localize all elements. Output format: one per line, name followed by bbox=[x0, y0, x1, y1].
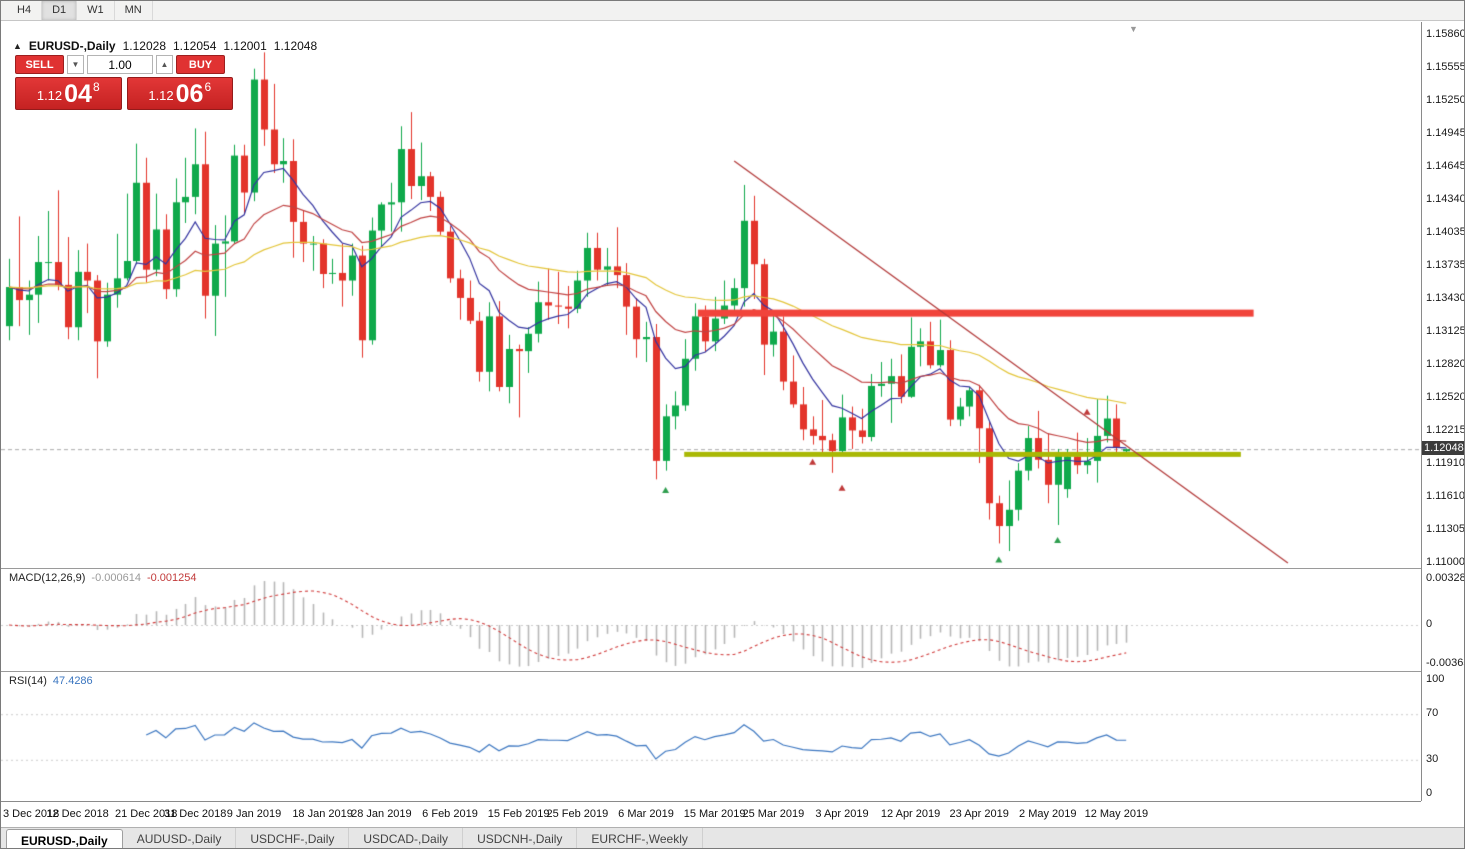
buy-price-sup: 6 bbox=[204, 80, 212, 94]
date-axis-label: 23 Apr 2019 bbox=[949, 808, 1009, 820]
price-axis[interactable] bbox=[1421, 22, 1464, 801]
symbol-tabbar: EURUSD-,Daily AUDUSD-,Daily USDCHF-,Daily U… bbox=[1, 827, 1464, 848]
sell-price-box[interactable]: 1.12 04 8 bbox=[15, 77, 122, 110]
main-chart-canvas[interactable] bbox=[1, 22, 1421, 568]
one-click-trade-panel: SELL ▼ ▲ BUY 1.12 04 8 1.12 06 6 bbox=[15, 55, 233, 110]
price-axis-label: 1.15555 bbox=[1426, 61, 1465, 74]
collapse-panel-icon[interactable]: ▲ bbox=[13, 41, 22, 51]
price-axis-label: 1.13125 bbox=[1426, 325, 1465, 338]
date-axis-label: 31 Dec 2018 bbox=[163, 808, 227, 820]
symbol-tab-eurusd[interactable]: EURUSD-,Daily bbox=[6, 829, 123, 848]
date-axis-label: 25 Mar 2019 bbox=[742, 808, 805, 820]
chart-symbol-label: EURUSD-,Daily bbox=[28, 39, 116, 53]
date-axis[interactable]: 3 Dec 2018 12 Dec 2018 21 Dec 2018 31 Dec 2… bbox=[1, 801, 1421, 828]
price-axis-label: 1.14035 bbox=[1426, 226, 1465, 239]
symbol-tab-audusd[interactable]: AUDUSD-,Daily bbox=[123, 828, 237, 848]
date-axis-label: 15 Mar 2019 bbox=[683, 808, 746, 820]
ohlc-low: 1.12001 bbox=[223, 39, 267, 53]
chart-ohlc-header: ▲ EURUSD-,Daily 1.12028 1.12054 1.12001 … bbox=[13, 39, 317, 53]
symbol-tab-usdcad[interactable]: USDCAD-,Daily bbox=[349, 828, 464, 848]
timeframe-toolbar: H4 D1 W1 MN bbox=[1, 1, 1464, 21]
timeframe-button-mn[interactable]: MN bbox=[115, 1, 153, 20]
buy-price-box[interactable]: 1.12 06 6 bbox=[126, 77, 233, 110]
price-axis-label: 1.14645 bbox=[1426, 160, 1465, 172]
price-axis-label: 1.15860 bbox=[1426, 28, 1465, 40]
volume-input[interactable] bbox=[87, 55, 153, 74]
date-axis-label: 3 Apr 2019 bbox=[815, 808, 869, 820]
sell-price-big: 1.12 bbox=[36, 88, 63, 103]
volume-decrease-button[interactable]: ▼ bbox=[67, 55, 84, 74]
date-axis-label: 12 Apr 2019 bbox=[880, 808, 941, 820]
rsi-value: 47.4286 bbox=[52, 675, 93, 687]
price-axis-label: 1.11305 bbox=[1426, 522, 1465, 535]
price-axis-label: 1.13430 bbox=[1426, 292, 1465, 304]
rsi-title: RSI(14) bbox=[9, 675, 47, 687]
date-axis-label: 28 Jan 2019 bbox=[351, 808, 412, 820]
price-axis-label: 1.12820 bbox=[1426, 358, 1465, 371]
rsi-axis-label: 30 bbox=[1426, 752, 1439, 765]
date-axis-label: 3 Dec 2018 bbox=[3, 808, 60, 820]
sell-price-mid: 04 bbox=[64, 80, 92, 108]
date-axis-label: 25 Feb 2019 bbox=[546, 808, 609, 820]
symbol-tab-usdchf[interactable]: USDCHF-,Daily bbox=[236, 828, 350, 848]
date-axis-label: 9 Jan 2019 bbox=[226, 808, 282, 820]
date-axis-label: 15 Feb 2019 bbox=[487, 808, 550, 820]
symbol-tab-eurchf[interactable]: EURCHF-,Weekly bbox=[577, 828, 703, 848]
price-axis-label: 1.14945 bbox=[1426, 127, 1465, 140]
price-axis-label: 1.11610 bbox=[1426, 489, 1465, 502]
rsi-axis-label: 70 bbox=[1426, 707, 1439, 720]
chart-shift-marker-icon[interactable]: ▼ bbox=[1129, 24, 1138, 34]
date-axis-label: 6 Feb 2019 bbox=[422, 808, 478, 820]
date-axis-label: 18 Jan 2019 bbox=[292, 808, 353, 820]
macd-title: MACD(12,26,9) bbox=[9, 572, 86, 584]
price-axis-label: 1.11910 bbox=[1426, 457, 1465, 470]
macd-main-value: -0.000614 bbox=[91, 572, 141, 584]
ohlc-close: 1.12048 bbox=[273, 39, 318, 53]
date-axis-label: 12 May 2019 bbox=[1084, 808, 1149, 820]
splitter-macd-rsi[interactable] bbox=[1, 671, 1464, 672]
macd-axis-label: 0.003287 bbox=[1426, 572, 1464, 584]
ohlc-open: 1.12028 bbox=[122, 39, 166, 53]
macd-signal-value: -0.001254 bbox=[146, 572, 197, 584]
timeframe-button-h4[interactable]: H4 bbox=[7, 1, 43, 20]
macd-axis-label: 0 bbox=[1426, 618, 1433, 630]
ohlc-high: 1.12054 bbox=[173, 39, 217, 53]
date-axis-label: 2 May 2019 bbox=[1019, 808, 1077, 820]
buy-price-big: 1.12 bbox=[148, 88, 174, 103]
buy-price-mid: 06 bbox=[175, 80, 204, 108]
symbol-tab-usdcnh[interactable]: USDCNH-,Daily bbox=[463, 828, 578, 848]
timeframe-button-w1[interactable]: W1 bbox=[77, 1, 115, 20]
price-axis-label: 1.12215 bbox=[1426, 424, 1465, 436]
sell-price-sup: 8 bbox=[92, 80, 100, 94]
splitter-main-macd[interactable] bbox=[1, 568, 1464, 569]
price-axis-label: 1.14340 bbox=[1426, 193, 1465, 206]
current-price-tag: 1.12048 bbox=[1422, 441, 1464, 456]
timeframe-button-d1[interactable]: D1 bbox=[42, 1, 78, 20]
macd-axis-label: -0.003652 bbox=[1426, 657, 1464, 669]
macd-panel-canvas[interactable] bbox=[1, 569, 1421, 671]
date-axis-label: 12 Dec 2018 bbox=[46, 808, 109, 820]
price-axis-label: 1.13735 bbox=[1426, 258, 1465, 271]
sell-button[interactable]: SELL bbox=[15, 55, 64, 74]
rsi-panel-canvas[interactable] bbox=[1, 672, 1421, 801]
price-axis-label: 1.15250 bbox=[1426, 94, 1465, 107]
date-axis-label: 21 Dec 2018 bbox=[114, 808, 178, 820]
buy-button[interactable]: BUY bbox=[176, 55, 225, 74]
rsi-header: RSI(14) 47.4286 bbox=[9, 675, 93, 687]
macd-header: MACD(12,26,9) -0.000614 -0.001254 bbox=[9, 572, 197, 584]
price-axis-label: 1.12520 bbox=[1426, 390, 1465, 403]
price-axis-label: 1.11000 bbox=[1426, 556, 1465, 568]
volume-increase-button[interactable]: ▲ bbox=[156, 55, 173, 74]
date-axis-label: 6 Mar 2019 bbox=[618, 808, 674, 820]
rsi-axis-label: 0 bbox=[1426, 787, 1433, 799]
rsi-axis-label: 100 bbox=[1426, 673, 1445, 685]
